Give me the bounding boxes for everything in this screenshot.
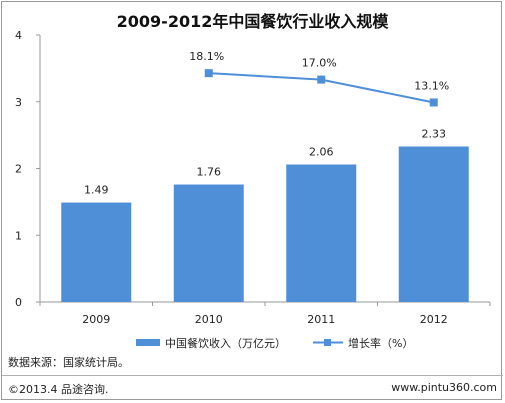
y-tick-label: 4 — [15, 29, 22, 42]
bar-series: 1.49 1.76 2.06 2.33 — [61, 127, 469, 302]
bar-2009 — [61, 202, 132, 302]
legend: 中国餐饮收入（万亿元） 增长率（%） — [136, 336, 413, 350]
chart-title: 2009-2012年中国餐饮行业收入规模 — [116, 12, 389, 31]
bar-2011 — [286, 164, 357, 302]
y-tick-label: 3 — [15, 96, 22, 109]
y-tick-label: 0 — [15, 296, 22, 309]
bar-2010 — [173, 184, 244, 302]
legend-line-marker — [324, 339, 331, 346]
x-tick-label: 2012 — [420, 313, 448, 326]
axes: 0 1 2 3 4 2009 2010 2011 2012 — [15, 29, 491, 326]
x-tick-label: 2009 — [82, 313, 110, 326]
bar-data-label: 1.76 — [197, 166, 222, 179]
bar-data-label: 2.06 — [309, 145, 334, 158]
growth-rate-point — [317, 75, 326, 84]
data-source-note: 数据来源：国家统计局。 — [8, 356, 129, 369]
bar-data-label: 1.49 — [84, 184, 109, 197]
legend-line-label: 增长率（%） — [348, 336, 413, 350]
website-url: www.pintu360.com — [391, 381, 497, 394]
copyright-text: ©2013.4 品途咨询. — [8, 383, 109, 396]
line-series: 18.1% 17.0% 13.1% — [189, 50, 449, 107]
growth-rate-point — [204, 69, 213, 78]
y-tick-label: 2 — [15, 163, 22, 176]
growth-rate-label: 13.1% — [414, 79, 449, 92]
y-tick-label: 1 — [15, 229, 22, 242]
bar-2012 — [398, 146, 469, 302]
footer-divider — [2, 375, 503, 376]
legend-bar-label: 中国餐饮收入（万亿元） — [165, 336, 286, 350]
x-tick-label: 2011 — [307, 313, 335, 326]
x-tick-label: 2010 — [195, 313, 223, 326]
growth-rate-label: 18.1% — [189, 50, 224, 63]
growth-rate-point — [429, 98, 438, 107]
growth-rate-label: 17.0% — [302, 57, 337, 70]
bar-data-label: 2.33 — [422, 127, 447, 140]
legend-bar-swatch — [136, 339, 160, 346]
